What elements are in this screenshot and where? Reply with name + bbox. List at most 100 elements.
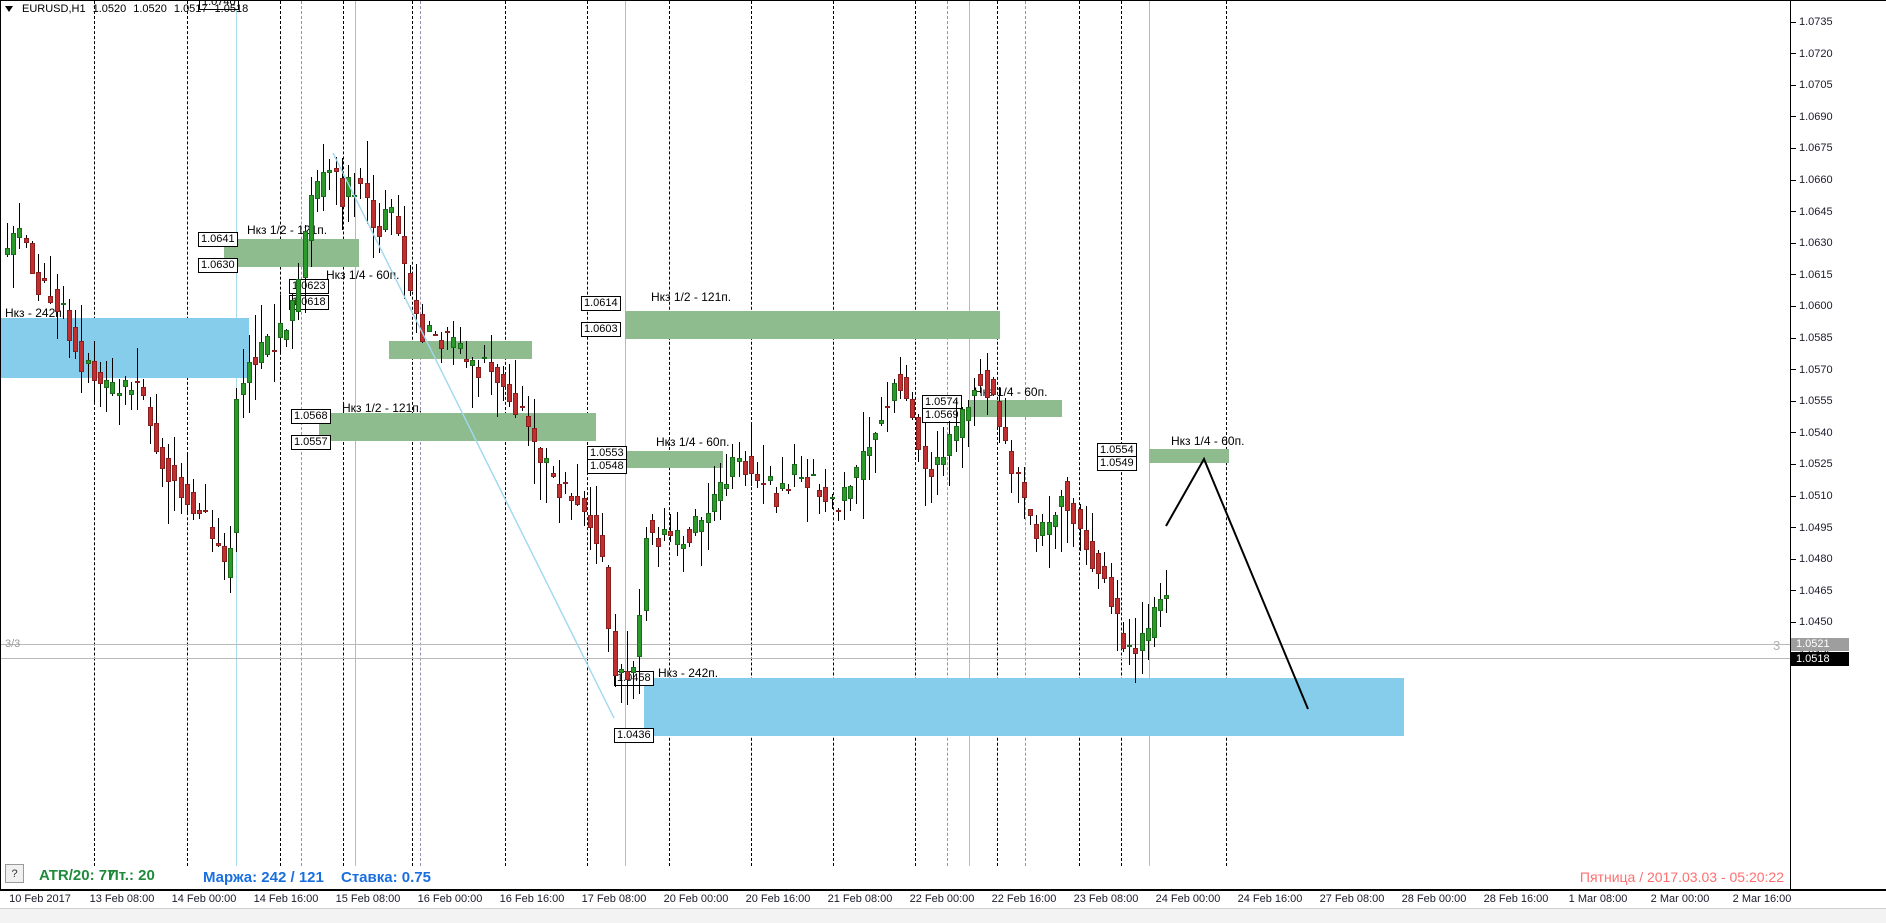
candle-wick xyxy=(726,453,728,497)
time-axis-tick: 24 Feb 16:00 xyxy=(1237,893,1303,905)
price-axis-tick: 1.0585 xyxy=(1791,332,1833,344)
candle-body xyxy=(773,493,779,508)
candle-body xyxy=(953,426,959,442)
candle-body xyxy=(538,448,544,463)
candle-body xyxy=(364,183,370,198)
price-axis-tick: 1.0540 xyxy=(1791,427,1833,439)
candle-body xyxy=(389,207,395,214)
candle-body xyxy=(587,515,593,529)
candle-body xyxy=(327,169,333,173)
zone-green-1 xyxy=(224,239,359,267)
price-tag-low: 1.0630 xyxy=(198,258,238,273)
candle-body xyxy=(271,349,277,352)
candle-wick xyxy=(391,198,393,235)
price-tag-high: 1.0574 xyxy=(922,395,962,410)
candle-wick xyxy=(968,399,969,448)
quote-close: 1.0518 xyxy=(214,3,249,15)
candle-body xyxy=(1108,577,1114,608)
candle-body xyxy=(897,374,903,392)
candle-body xyxy=(767,475,773,482)
candle-body xyxy=(922,446,928,470)
vgrid-line-green xyxy=(1149,1,1150,866)
candle-wick xyxy=(1005,398,1007,444)
caret-down-icon[interactable] xyxy=(5,6,13,12)
candle-wick xyxy=(633,660,635,699)
time-axis-tick: 22 Feb 16:00 xyxy=(991,893,1057,905)
candle-body xyxy=(1003,427,1009,442)
zone-green-3 xyxy=(319,413,596,441)
candle-body xyxy=(1090,541,1095,569)
candle-body xyxy=(947,433,953,457)
candle-wick xyxy=(273,304,275,383)
zone-green-4-label: Нкз 1/2 - 121п. xyxy=(651,290,732,304)
price-axis-tick: 1.0645 xyxy=(1791,206,1833,218)
price-axis-tick: 1.0690 xyxy=(1791,111,1833,123)
candle-body xyxy=(377,225,382,237)
candle-body xyxy=(612,631,618,677)
candle-body xyxy=(234,399,240,533)
candle-body xyxy=(98,372,103,385)
candle-body xyxy=(600,534,606,558)
price-tag-low: 1.0549 xyxy=(1097,456,1137,471)
price-axis-tick: 1.0525 xyxy=(1791,458,1833,470)
candle-wick xyxy=(751,424,752,486)
time-axis-tick: 2 Mar 00:00 xyxy=(1650,893,1710,905)
candle-wick xyxy=(50,256,52,305)
candle-body xyxy=(339,178,345,207)
time-axis-tick: 24 Feb 00:00 xyxy=(1155,893,1221,905)
candle-body xyxy=(11,232,17,255)
price-axis-tick: 1.0615 xyxy=(1791,269,1833,281)
zone-green-5 xyxy=(625,451,723,468)
candle-body xyxy=(928,468,934,478)
candle-wick xyxy=(769,465,771,485)
candle-body xyxy=(941,456,947,465)
symbol-label: EURUSD,H1 xyxy=(22,3,86,15)
bid-price-label: 1.0521 xyxy=(1791,638,1849,651)
candle-wick xyxy=(1116,580,1118,652)
symbol-quote-header[interactable]: EURUSD,H1 1.0520 1.0520 1.0517 1.0518 xyxy=(1,1,248,17)
chart-plot-area[interactable]: Нкз - 242п. Нкз 1/2 - 121п. 1.0641 1.063… xyxy=(1,1,1790,866)
candle-body xyxy=(1121,633,1126,649)
candle-body xyxy=(445,331,451,334)
candle-wick xyxy=(1030,509,1031,525)
candle-body xyxy=(687,528,692,544)
candle-body xyxy=(730,456,736,477)
time-axis-tick: 21 Feb 08:00 xyxy=(827,893,893,905)
candle-body xyxy=(166,458,172,482)
candle-body xyxy=(990,379,996,395)
candle-body xyxy=(209,527,215,540)
candle-body xyxy=(60,303,66,306)
candle-body xyxy=(811,474,816,477)
candle-body xyxy=(488,362,494,373)
candle-wick xyxy=(87,352,89,384)
vgrid-line xyxy=(1121,1,1122,866)
candle-body xyxy=(804,477,810,488)
candle-body xyxy=(178,476,184,499)
candle-wick xyxy=(416,264,418,333)
candle-wick xyxy=(856,465,858,504)
help-button[interactable]: ? xyxy=(5,864,24,883)
zone-green-5-label: Нкз 1/4 - 60п. xyxy=(656,435,730,449)
price-axis-tick: 1.0735 xyxy=(1791,16,1833,28)
candle-wick xyxy=(682,535,684,572)
candle-wick xyxy=(782,457,783,491)
vgrid-line xyxy=(94,1,95,866)
candle-body xyxy=(891,383,897,402)
candle-wick xyxy=(1054,511,1056,550)
vgrid-line-green xyxy=(969,1,970,866)
price-axis[interactable]: 1.0735 1.0720 1.0705 1.0690 1.0675 1.0660 1.06… xyxy=(1791,0,1886,890)
candle-wick xyxy=(217,517,219,548)
price-axis-tick: 1.0465 xyxy=(1791,585,1833,597)
candle-body xyxy=(513,393,519,416)
price-axis-tick: 1.0675 xyxy=(1791,142,1833,154)
candle-body xyxy=(1065,481,1071,511)
candle-body xyxy=(73,326,79,353)
candle-wick xyxy=(813,458,814,476)
time-axis[interactable]: 10 Feb 2017 13 Feb 08:00 14 Feb 00:00 14 Fe… xyxy=(0,890,1886,908)
candle-body xyxy=(1145,627,1151,641)
price-axis-tick: 1.0570 xyxy=(1791,364,1833,376)
candle-body xyxy=(494,367,500,384)
candle-body xyxy=(153,422,159,452)
time-axis-tick: 15 Feb 08:00 xyxy=(335,893,401,905)
